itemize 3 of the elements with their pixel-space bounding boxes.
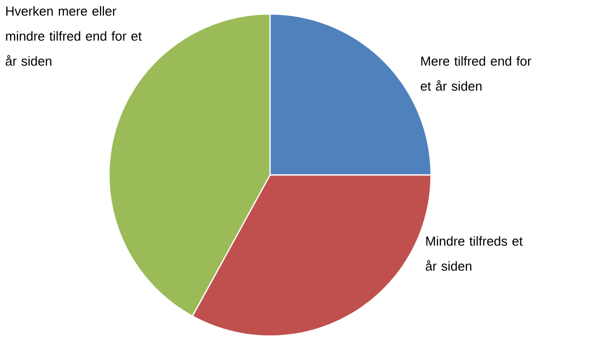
- slice-label: Mere tilfred end for et år siden: [420, 56, 532, 91]
- slice-label: Mindre tilfreds et år siden: [426, 236, 523, 271]
- slice-label: Hverken mere eller mindre tilfred end for et år siden: [6, 6, 142, 66]
